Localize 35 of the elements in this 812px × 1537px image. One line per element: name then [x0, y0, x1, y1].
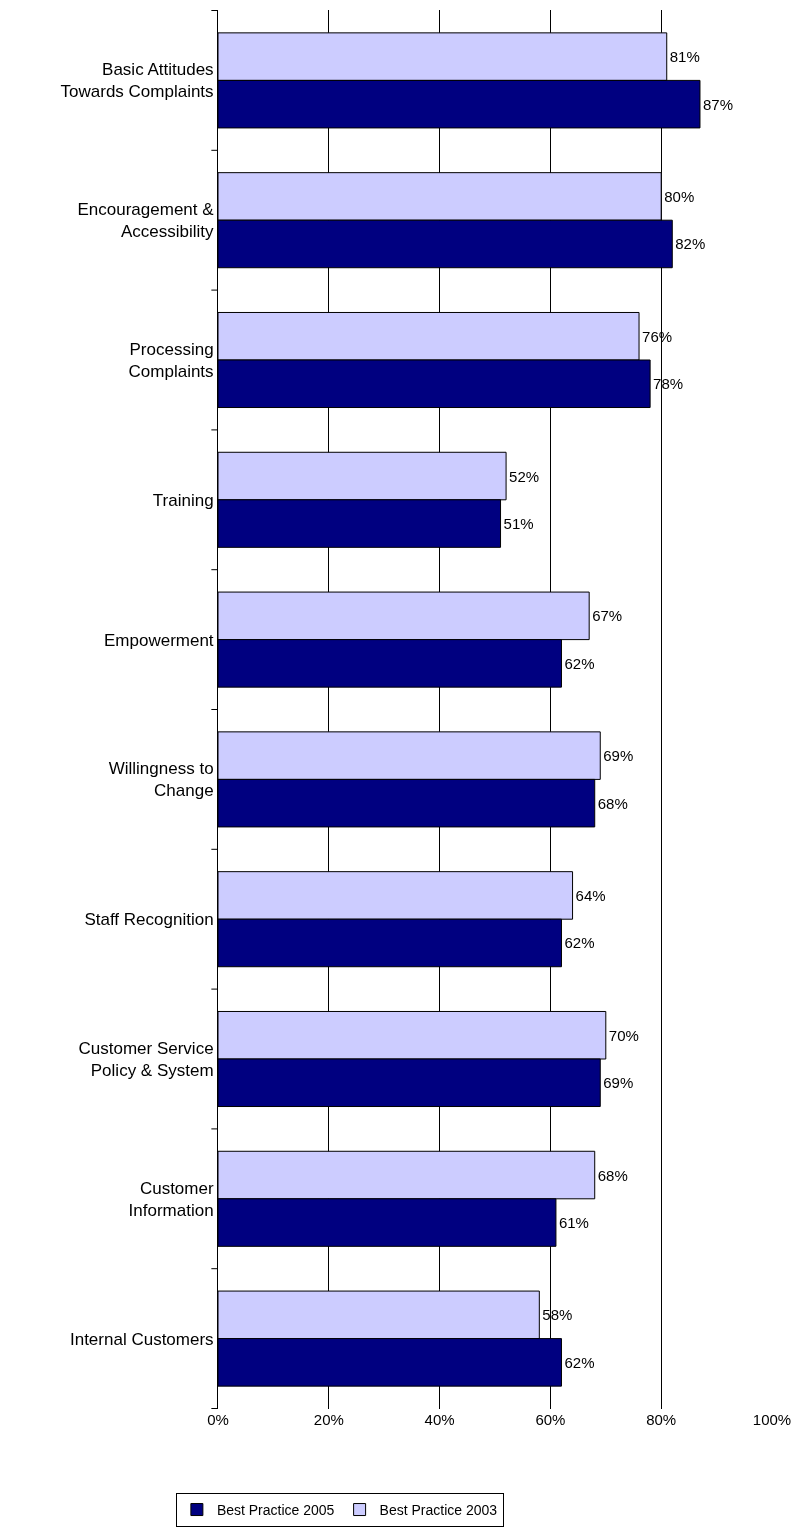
legend-label: Best Practice 2003	[379, 1502, 498, 1518]
y-tick-label: Empowerment	[103, 630, 214, 650]
data-label: 62%	[564, 654, 595, 672]
data-label: 82%	[675, 235, 706, 253]
y-tick-label: Basic Attitudes Towards Complaints	[60, 60, 214, 102]
data-label: 81%	[669, 48, 700, 66]
x-tick-label: 60%	[535, 1411, 566, 1428]
y-tick-label: Customer Information	[128, 1178, 214, 1220]
data-label: 69%	[603, 1074, 634, 1092]
x-tick-label: 40%	[424, 1411, 455, 1428]
data-label: 70%	[608, 1026, 639, 1044]
y-tick-label: Training	[152, 490, 214, 510]
x-tick-label: 80%	[646, 1411, 677, 1428]
data-label: 69%	[603, 747, 634, 765]
x-tick-label: 0%	[207, 1411, 229, 1428]
data-label: 61%	[558, 1214, 589, 1232]
data-label: 51%	[503, 515, 534, 533]
data-label: 68%	[597, 1166, 628, 1184]
x-tick-label: 20%	[313, 1411, 344, 1428]
y-tick-label: Encouragement & Accessibility	[77, 200, 215, 242]
data-label: 67%	[592, 607, 623, 625]
data-label: 87%	[702, 95, 734, 113]
y-tick-label: Willingness to Change	[108, 759, 214, 801]
data-label: 62%	[564, 1353, 595, 1371]
data-label: 52%	[509, 467, 540, 485]
data-label: 68%	[597, 794, 628, 812]
y-tick-label: Processing Complaints	[128, 339, 214, 381]
data-label: 80%	[664, 187, 695, 205]
y-tick-label: Customer Service Policy & System	[78, 1038, 214, 1080]
data-label: 64%	[575, 886, 606, 904]
legend-label: Best Practice 2005	[216, 1502, 335, 1518]
data-label: 62%	[564, 934, 595, 952]
y-tick-label: Internal Customers	[69, 1329, 214, 1349]
x-tick-label: 100%	[752, 1411, 792, 1428]
y-tick-label: Staff Recognition	[84, 910, 214, 930]
